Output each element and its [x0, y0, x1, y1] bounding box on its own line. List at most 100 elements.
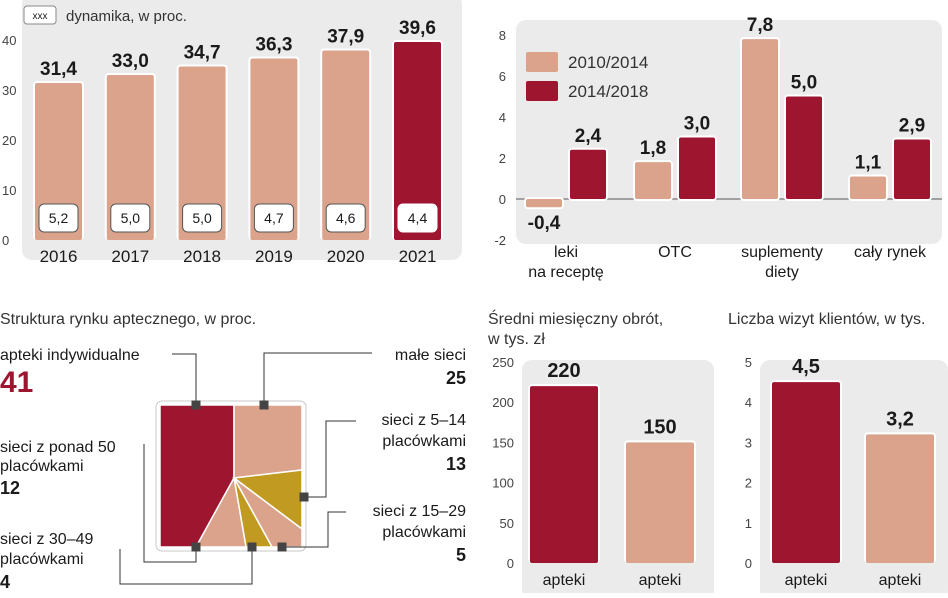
bar-value-label: 36,3: [255, 35, 292, 56]
bar-2010/2014: [526, 199, 562, 208]
y-tick-label: 250: [492, 355, 514, 370]
value-5-14: 13: [446, 454, 466, 474]
leader-line: [172, 353, 197, 405]
bar-value-label: 3,2: [886, 408, 914, 430]
growth-label: 5,0: [121, 210, 141, 226]
bar-1: [626, 442, 694, 563]
slice-ponad-50: [194, 475, 247, 548]
turnover-chart: Średni miesięczny obrót, w tys. zł 0 50 100 1…: [480, 296, 720, 598]
bar-value-label: 7,8: [747, 15, 773, 36]
category-label: apteki: [543, 572, 586, 589]
category-label: suplementy: [741, 244, 823, 261]
label-30-49: placówkami: [0, 551, 84, 568]
bar-value-label: 1,1: [855, 152, 882, 173]
growth-box: [110, 203, 151, 233]
growth-box: [38, 203, 79, 233]
leader-dot: [277, 542, 287, 552]
legend-box: [23, 5, 57, 25]
visits-chart: Liczba wizyt klientów, w tys. 0 1 2 3 4 5 4,5 ap…: [720, 296, 948, 598]
bar-value-label: 1,8: [640, 138, 666, 159]
bar-2019: [250, 58, 298, 240]
x-tick-label: 2021: [399, 247, 437, 266]
label-15-29: sieci z 15–29: [373, 503, 466, 520]
y-tick-label: 4: [499, 110, 506, 125]
chart-title: Liczba wizyt klientów, w tys.: [728, 311, 925, 328]
x-tick-label: 2016: [40, 247, 78, 266]
chart-title: Struktura rynku aptecznego, w proc.: [0, 311, 256, 328]
slice-male-sieci: [233, 404, 303, 479]
y-tick-label: 8: [499, 28, 506, 43]
legend-swatch-1: [526, 81, 558, 101]
market-structure-chart: Struktura rynku aptecznego, w proc. aptek…: [0, 296, 480, 593]
plot-background: [516, 20, 942, 244]
bar-value-label: 3,0: [684, 114, 710, 135]
legend-label-1: 2014/2018: [568, 82, 648, 101]
y-tick-label: 2: [499, 151, 506, 166]
category-label: leki: [554, 244, 578, 261]
growth-box: [253, 203, 294, 233]
label-male-sieci: małe sieci: [395, 347, 466, 364]
leader-line: [306, 420, 356, 498]
legend-box-label: xxx: [33, 11, 48, 22]
bar-2021: [394, 42, 441, 240]
category-label: apteki: [785, 572, 828, 589]
growth-label: 5,0: [192, 210, 212, 226]
bar-2020: [322, 50, 370, 240]
category-label: na receptę: [528, 264, 604, 281]
y-tick-label: 100: [492, 476, 514, 491]
y-tick-label: 10: [2, 183, 16, 198]
bar-value-label: 31,4: [40, 59, 77, 80]
legend-swatch-0: [526, 52, 558, 72]
y-tick-label: 0: [499, 192, 506, 207]
leader-line: [119, 547, 253, 585]
value-male-sieci: 25: [446, 368, 466, 388]
y-tick-label: 200: [492, 395, 514, 410]
bar-0: [530, 386, 598, 563]
x-tick-label: 2019: [255, 247, 293, 266]
value-indywidualne: 41: [0, 366, 33, 399]
market-value-chart: xxx dynamika, w proc. 0 10 20 30 40 31,4 5,2 2016…: [0, 0, 470, 272]
label-5-14: placówkami: [382, 433, 466, 450]
y-tick-label: 0: [745, 556, 752, 571]
value-15-29: 5: [456, 545, 466, 565]
value-30-49: 4: [0, 572, 10, 592]
chart-title: Średni miesięczny obrót,: [488, 309, 663, 328]
market-structure-svg: Struktura rynku aptecznego, w proc. aptek…: [0, 311, 467, 592]
bar-value-label: 2,9: [899, 116, 925, 137]
label-15-29: placówkami: [382, 524, 466, 541]
leader-dot: [247, 542, 257, 552]
bar-2014/2018: [894, 139, 930, 199]
leader-dot: [259, 400, 269, 410]
label-ponad-50: placówkami: [0, 458, 84, 475]
y-tick-label: 50: [500, 516, 514, 531]
label-ponad-50: sieci z ponad 50: [0, 439, 116, 456]
bar-2014/2018: [679, 137, 715, 199]
bar-value-label: 37,9: [327, 27, 364, 48]
y-tick-label: 30: [2, 83, 16, 98]
market-value-svg: xxx dynamika, w proc. 0 10 20 30 40 31,4 5,2 2016…: [2, 0, 462, 266]
bar-0: [772, 382, 840, 563]
bar-value-label: 33,0: [112, 51, 149, 72]
category-label: apteki: [639, 572, 682, 589]
bar-value-label: 220: [547, 360, 580, 382]
leader-dot: [191, 400, 201, 410]
y-tick-label: 4: [745, 395, 752, 410]
x-tick-label: 2020: [327, 247, 365, 266]
bar-1: [866, 434, 934, 563]
bar-2010/2014: [635, 162, 671, 199]
bar-value-label: 2,4: [575, 126, 602, 147]
y-tick-label: 0: [507, 556, 514, 571]
growth-box: [182, 203, 223, 233]
y-tick-label: 3: [745, 435, 752, 450]
bar-value-label: 4,5: [792, 356, 820, 378]
y-tick-label: 5: [745, 355, 752, 370]
turnover-svg: Średni miesięczny obrót, w tys. zł 0 50 100 1…: [487, 309, 714, 598]
category-label: cały rynek: [854, 244, 927, 261]
leader-line: [263, 352, 372, 405]
label-5-14: sieci z 5–14: [382, 412, 467, 429]
bar-2010/2014: [742, 39, 778, 199]
y-tick-label: 1: [745, 516, 752, 531]
leader-line: [143, 444, 197, 563]
growth-box: [397, 203, 438, 233]
segment-growth-svg: -2 0 2 4 6 8 2010/2014 2014/2018 -0,4 2,4 leki na r…: [494, 15, 942, 281]
